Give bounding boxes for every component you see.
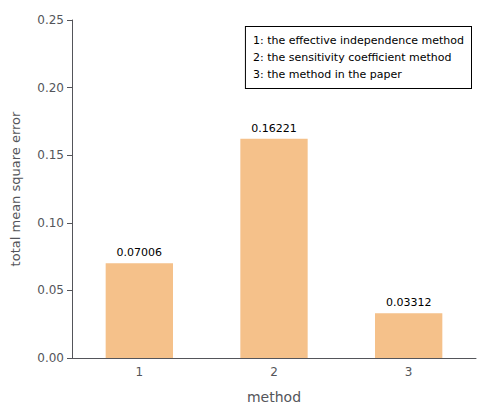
svg-text:0.00: 0.00 xyxy=(37,351,64,365)
svg-text:0.15: 0.15 xyxy=(37,148,64,162)
svg-text:0.10: 0.10 xyxy=(37,216,64,230)
svg-text:total mean square error: total mean square error xyxy=(8,111,23,266)
svg-text:0.20: 0.20 xyxy=(37,81,64,95)
svg-text:1: 1 xyxy=(136,365,144,379)
svg-text:0.25: 0.25 xyxy=(37,13,64,27)
svg-text:0.05: 0.05 xyxy=(37,283,64,297)
svg-text:2: 2 xyxy=(270,365,278,379)
svg-text:0.03312: 0.03312 xyxy=(386,296,432,309)
svg-text:2: the sensitivity coefficient: 2: the sensitivity coefficient method xyxy=(253,51,452,64)
svg-text:3: 3 xyxy=(405,365,413,379)
svg-text:0.16221: 0.16221 xyxy=(251,122,297,135)
svg-text:method: method xyxy=(247,389,301,405)
svg-text:0.07006: 0.07006 xyxy=(117,246,163,259)
svg-text:3: the method in the paper: 3: the method in the paper xyxy=(253,68,402,81)
svg-text:1: the effective independence: 1: the effective independence method xyxy=(253,34,464,47)
